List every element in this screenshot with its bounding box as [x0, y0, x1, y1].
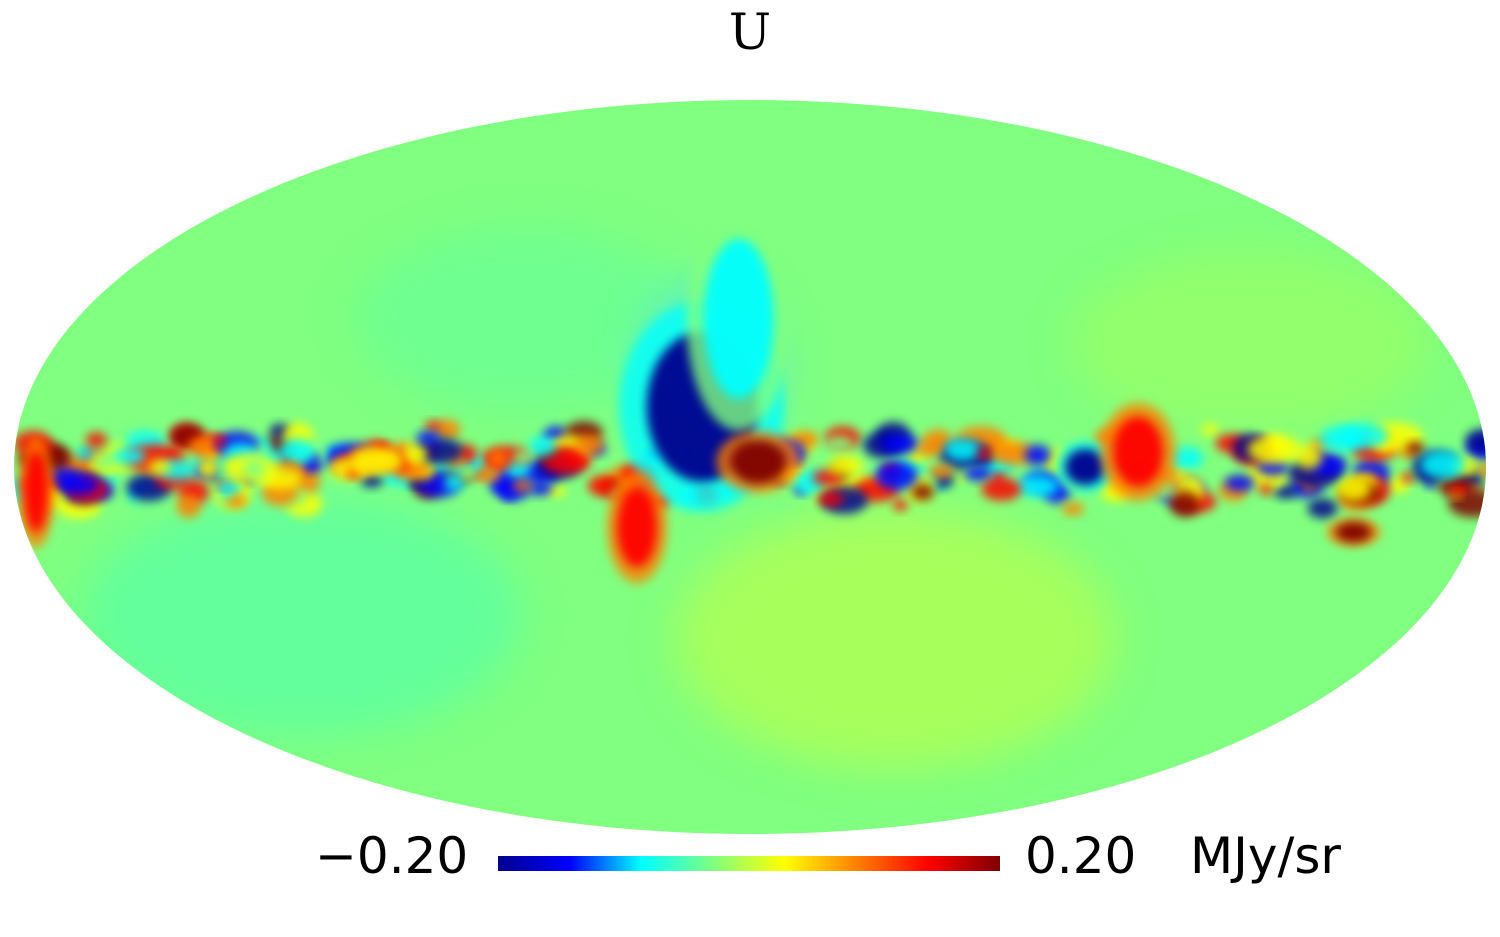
plane-clump	[513, 449, 533, 466]
plane-clump	[218, 480, 234, 495]
plane-clump	[916, 441, 942, 457]
plane-clump	[409, 478, 425, 488]
colorbar	[498, 856, 1000, 871]
plane-clump	[1448, 485, 1468, 496]
diffuse-structure	[674, 508, 1115, 769]
south-red-feature	[617, 487, 658, 568]
plane-clump	[1295, 445, 1323, 470]
plane-clump	[1307, 498, 1338, 519]
plane-clump	[1420, 450, 1466, 480]
west-red-edge	[24, 452, 49, 533]
plane-clump	[85, 432, 108, 448]
plane-clump	[147, 459, 172, 474]
plane-clump	[911, 484, 934, 501]
plane-clump	[1259, 483, 1272, 496]
plane-clump	[1248, 492, 1265, 503]
plane-clump	[876, 461, 918, 491]
plane-clump	[460, 468, 475, 479]
plane-clump	[350, 447, 404, 475]
plane-clump	[929, 464, 955, 479]
plane-clump	[176, 494, 201, 519]
plane-clump	[278, 438, 315, 465]
plane-clump	[964, 466, 992, 481]
map-features	[14, 206, 1486, 769]
diffuse-structure	[355, 228, 696, 409]
plane-clump	[1201, 423, 1219, 436]
plane-clump	[1478, 462, 1486, 477]
southwest-red-spot	[1335, 522, 1372, 543]
plane-clump	[1169, 491, 1200, 518]
plane-clump	[416, 437, 464, 465]
plane-clump	[977, 448, 992, 460]
diffuse-structure	[1070, 252, 1431, 433]
plane-clump	[587, 475, 619, 497]
plane-clump	[415, 431, 440, 445]
plane-clump	[944, 438, 981, 461]
plane-clump	[528, 482, 553, 496]
plane-clump	[1465, 428, 1486, 454]
plane-clump	[1336, 476, 1371, 502]
plane-clump	[506, 462, 531, 478]
plane-clump	[568, 453, 584, 466]
plane-clump	[1224, 474, 1255, 492]
plane-clump	[990, 441, 1035, 466]
plane-clump	[1062, 502, 1085, 516]
plane-clump	[981, 477, 1022, 501]
plane-clump	[818, 491, 844, 507]
plane-clump	[881, 434, 920, 454]
plane-clump	[1170, 471, 1189, 482]
plane-clump	[214, 435, 227, 447]
map-title: U	[728, 3, 772, 61]
plane-clump	[574, 434, 604, 456]
plane-clump	[444, 474, 465, 491]
colorbar-min-label: −0.20	[315, 827, 469, 885]
plane-clump	[89, 449, 102, 459]
plane-clump	[529, 436, 556, 457]
plane-clump	[196, 457, 219, 480]
plane-clump	[475, 467, 501, 483]
plane-clump	[1401, 472, 1415, 483]
plane-clump	[1319, 425, 1365, 453]
plane-clump	[424, 420, 442, 432]
colorbar-max-label: 0.20	[1025, 827, 1137, 885]
plane-clump	[512, 480, 533, 492]
plane-clump	[1171, 446, 1204, 470]
center-red-clump	[730, 439, 787, 484]
plane-clump	[243, 459, 266, 479]
plane-clump	[111, 446, 146, 466]
plane-clump	[225, 494, 247, 508]
plane-clump	[348, 469, 359, 479]
plane-clump	[435, 419, 461, 440]
east-blue-clump	[1065, 449, 1106, 485]
plane-clump	[1247, 435, 1302, 464]
plane-clump	[403, 442, 427, 466]
plane-clump	[360, 472, 383, 488]
plane-clump	[1024, 444, 1051, 466]
plane-clump	[49, 467, 82, 488]
plane-clump	[893, 499, 908, 511]
east-red-clump	[1113, 416, 1164, 487]
plane-clump	[824, 435, 854, 452]
plane-clump	[503, 491, 514, 501]
plane-clump	[487, 450, 508, 468]
plane-clump	[766, 492, 795, 512]
colorbar-unit: MJy/sr	[1190, 827, 1341, 885]
plane-clump	[828, 454, 864, 476]
north-polar-spur-extension	[703, 238, 774, 399]
plane-clump	[1014, 475, 1059, 498]
plane-clump	[1406, 442, 1425, 455]
plane-clump	[1273, 484, 1298, 499]
diffuse-structure	[81, 495, 522, 736]
plane-clump	[76, 447, 91, 459]
